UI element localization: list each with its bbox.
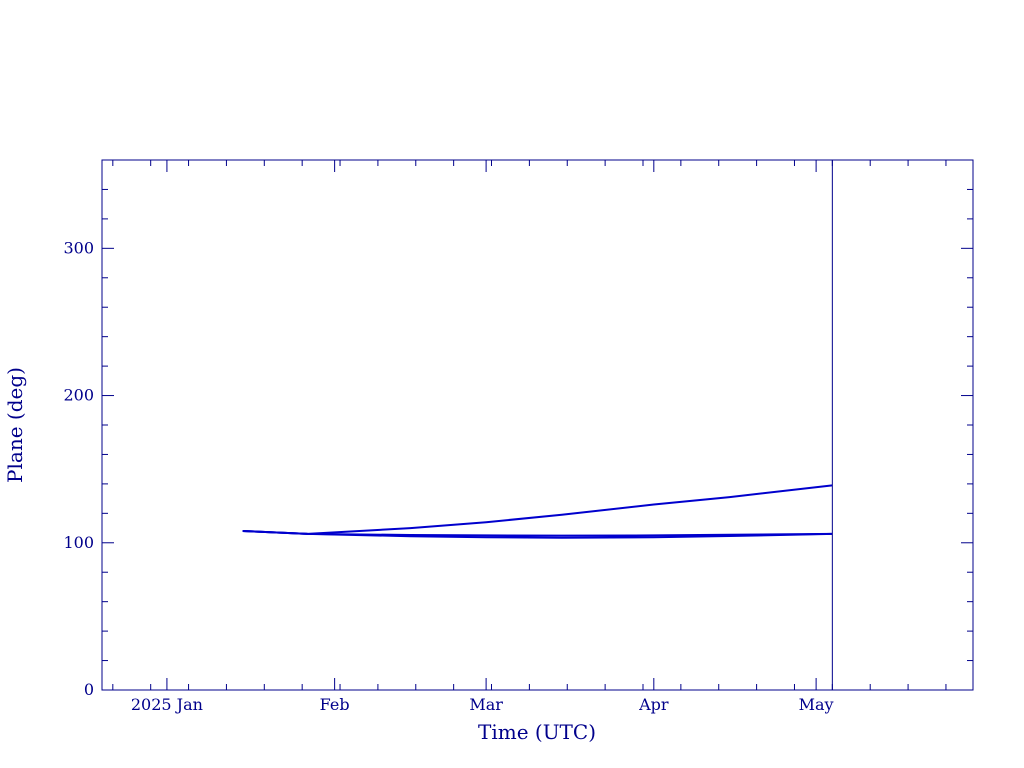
y-tick-label: 0 — [84, 680, 94, 699]
tick-labels: 0 100 200 300 2025 Jan Feb Mar Apr May — [63, 238, 833, 714]
y-tick-label: 200 — [63, 386, 94, 405]
x-tick-label: May — [799, 695, 834, 714]
x-tick-label: Apr — [638, 695, 669, 714]
y-tick-label: 300 — [63, 238, 94, 257]
x-axis-label: Time (UTC) — [478, 720, 596, 744]
plot-frame — [101, 159, 974, 691]
y-tick-label: 100 — [63, 533, 94, 552]
x-tick-label: 2025 Jan — [131, 695, 203, 714]
y-axis-label: Plane (deg) — [3, 367, 27, 483]
series-line-1 — [242, 484, 833, 535]
axis-ticks — [102, 160, 973, 691]
series-line-3 — [242, 530, 833, 537]
x-tick-label: Feb — [320, 695, 350, 714]
x-tick-label: Mar — [469, 695, 503, 714]
series-layer — [242, 484, 833, 539]
